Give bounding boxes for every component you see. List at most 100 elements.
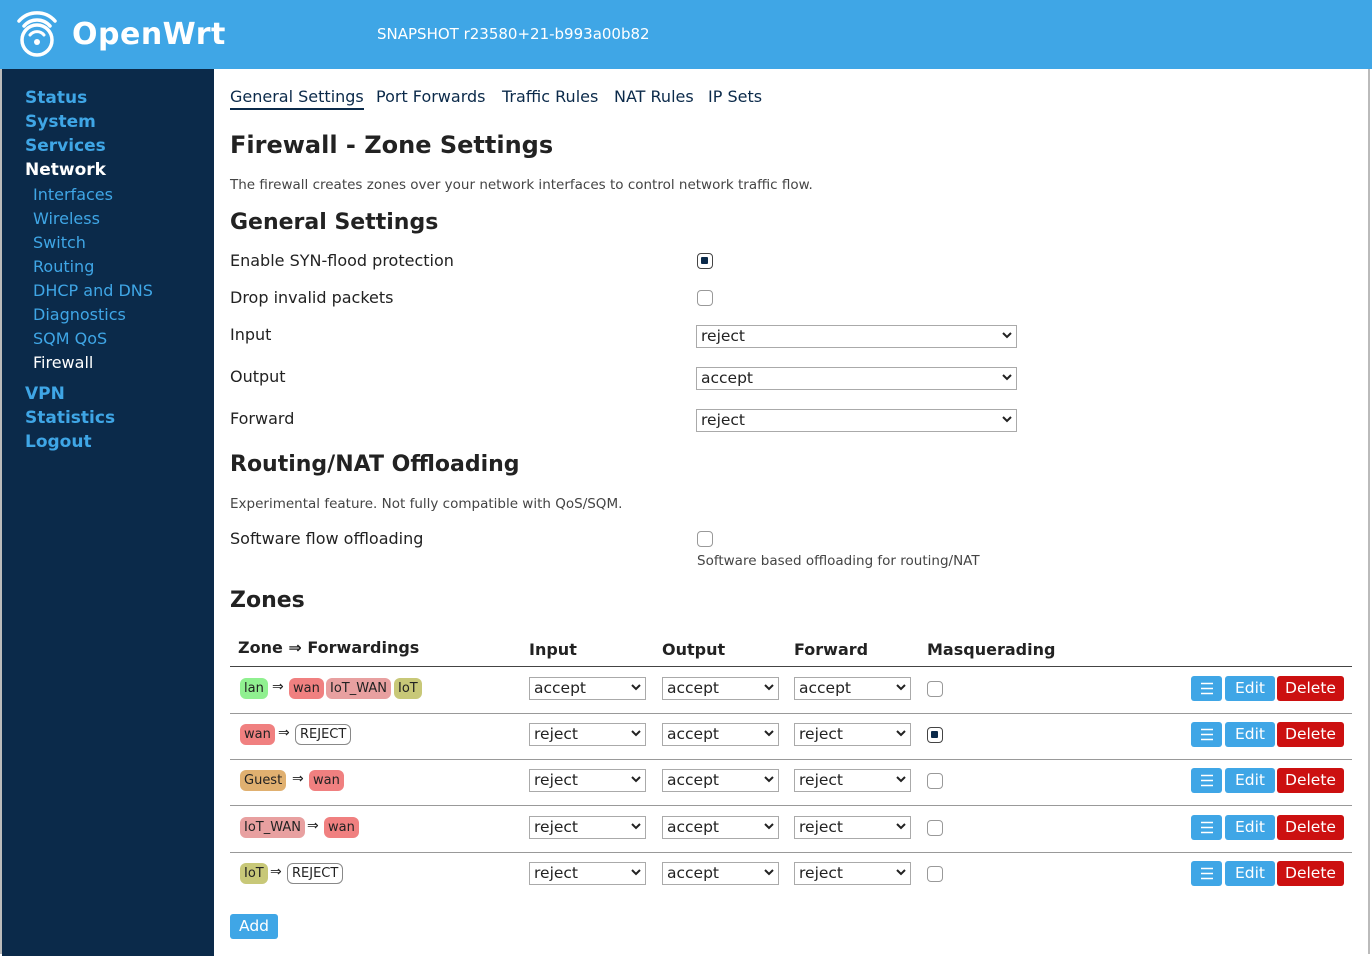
page-description: The firewall creates zones over your net… — [230, 177, 813, 193]
zone-forward-select[interactable]: reject — [794, 862, 911, 885]
hamburger-icon — [1200, 821, 1213, 834]
chevron-down-icon — [896, 774, 906, 784]
row-menu-button[interactable] — [1191, 815, 1222, 840]
offloading-heading: Routing/NAT Offloading — [230, 452, 520, 477]
sidebar-item-status[interactable]: Status — [25, 88, 88, 108]
syn-flood-checkbox[interactable] — [697, 253, 713, 269]
page-title: Firewall - Zone Settings — [230, 131, 554, 159]
sidebar-item-services[interactable]: Services — [25, 136, 106, 156]
tab-ip-sets[interactable]: IP Sets — [708, 87, 763, 106]
forward-target-badge: REJECT — [287, 863, 344, 884]
row-divider — [230, 805, 1352, 806]
zone-output-select[interactable]: accept — [662, 677, 779, 700]
hamburger-icon — [1200, 728, 1213, 741]
masquerading-checkbox[interactable] — [927, 681, 943, 697]
masquerading-checkbox[interactable] — [927, 820, 943, 836]
drop-invalid-checkbox[interactable] — [697, 290, 713, 306]
zone-forward-select[interactable]: reject — [794, 769, 911, 792]
masquerading-checkbox[interactable] — [927, 866, 943, 882]
masquerading-checkbox[interactable] — [927, 773, 943, 789]
zone-output-value: accept — [667, 771, 719, 789]
chevron-down-icon — [896, 728, 906, 738]
edit-zone-button[interactable]: Edit — [1225, 861, 1275, 886]
zone-output-value: accept — [667, 725, 719, 743]
sidebar-sub-switch[interactable]: Switch — [33, 233, 86, 252]
sidebar-sub-dhcp-dns[interactable]: DHCP and DNS — [33, 281, 153, 300]
chevron-down-icon — [631, 821, 641, 831]
input-policy-label: Input — [230, 325, 272, 344]
sidebar-item-vpn[interactable]: VPN — [25, 384, 65, 404]
sidebar-item-network[interactable]: Network — [25, 160, 106, 180]
tab-port-forwards[interactable]: Port Forwards — [376, 87, 486, 106]
software-offloading-hint: Software based offloading for routing/NA… — [697, 553, 980, 569]
tab-traffic-rules[interactable]: Traffic Rules — [502, 87, 599, 106]
chevron-down-icon — [896, 821, 906, 831]
add-zone-button[interactable]: Add — [230, 914, 278, 939]
zone-output-select[interactable]: accept — [662, 723, 779, 746]
row-menu-button[interactable] — [1191, 676, 1222, 701]
row-divider — [230, 852, 1352, 853]
forward-target-badge: wan — [324, 817, 359, 838]
output-policy-label: Output — [230, 367, 286, 386]
row-menu-button[interactable] — [1191, 722, 1222, 747]
zone-input-select[interactable]: accept — [529, 677, 646, 700]
delete-zone-button[interactable]: Delete — [1277, 676, 1344, 701]
chevron-down-icon — [631, 728, 641, 738]
brand-name[interactable]: OpenWrt — [72, 17, 226, 52]
tab-general-settings[interactable]: General Settings — [230, 87, 364, 110]
tab-nat-rules[interactable]: NAT Rules — [614, 87, 694, 106]
chevron-down-icon — [1002, 372, 1012, 382]
delete-zone-button[interactable]: Delete — [1277, 768, 1344, 793]
zone-forward-select[interactable]: reject — [794, 723, 911, 746]
sidebar-sub-routing[interactable]: Routing — [33, 257, 95, 276]
sidebar-sub-firewall[interactable]: Firewall — [33, 353, 94, 372]
sidebar-item-system[interactable]: System — [25, 112, 96, 132]
zone-forward-value: accept — [799, 679, 851, 697]
edit-zone-button[interactable]: Edit — [1225, 676, 1275, 701]
zones-heading: Zones — [230, 588, 305, 613]
row-menu-button[interactable] — [1191, 768, 1222, 793]
edit-zone-button[interactable]: Edit — [1225, 768, 1275, 793]
chevron-down-icon — [764, 774, 774, 784]
output-policy-select[interactable]: accept — [696, 367, 1017, 390]
delete-zone-button[interactable]: Delete — [1277, 722, 1344, 747]
sidebar-sub-interfaces[interactable]: Interfaces — [33, 185, 113, 204]
forward-target-badge: wan — [289, 678, 324, 699]
chevron-down-icon — [896, 867, 906, 877]
sidebar-item-logout[interactable]: Logout — [25, 432, 92, 452]
masquerading-checkbox[interactable] — [927, 727, 943, 743]
row-menu-button[interactable] — [1191, 861, 1222, 886]
zone-input-select[interactable]: reject — [529, 723, 646, 746]
zone-forward-select[interactable]: accept — [794, 677, 911, 700]
zone-output-select[interactable]: accept — [662, 862, 779, 885]
zone-input-select[interactable]: reject — [529, 816, 646, 839]
sidebar-item-statistics[interactable]: Statistics — [25, 408, 116, 428]
zone-output-value: accept — [667, 864, 719, 882]
col-output: Output — [662, 640, 726, 659]
zone-forward-value: reject — [799, 818, 844, 836]
zone-badge: IoT_WAN — [240, 817, 305, 838]
delete-zone-button[interactable]: Delete — [1277, 861, 1344, 886]
zone-input-select[interactable]: reject — [529, 769, 646, 792]
sidebar-sub-wireless[interactable]: Wireless — [33, 209, 100, 228]
zone-input-value: accept — [534, 679, 586, 697]
zone-output-select[interactable]: accept — [662, 816, 779, 839]
chevron-down-icon — [764, 867, 774, 877]
row-divider — [230, 713, 1352, 714]
chevron-down-icon — [1002, 330, 1012, 340]
zone-forward-select[interactable]: reject — [794, 816, 911, 839]
main-content: General Settings Port Forwards Traffic R… — [214, 69, 1368, 956]
sidebar-sub-sqm-qos[interactable]: SQM QoS — [33, 329, 108, 348]
output-policy-value: accept — [701, 369, 753, 387]
delete-zone-button[interactable]: Delete — [1277, 815, 1344, 840]
edit-zone-button[interactable]: Edit — [1225, 722, 1275, 747]
zone-output-select[interactable]: accept — [662, 769, 779, 792]
forward-policy-select[interactable]: reject — [696, 409, 1017, 432]
edit-zone-button[interactable]: Edit — [1225, 815, 1275, 840]
input-policy-select[interactable]: reject — [696, 325, 1017, 348]
col-input: Input — [529, 640, 577, 659]
sidebar-sub-diagnostics[interactable]: Diagnostics — [33, 305, 126, 324]
zone-input-select[interactable]: reject — [529, 862, 646, 885]
chevron-down-icon — [1002, 414, 1012, 424]
software-offloading-checkbox[interactable] — [697, 531, 713, 547]
